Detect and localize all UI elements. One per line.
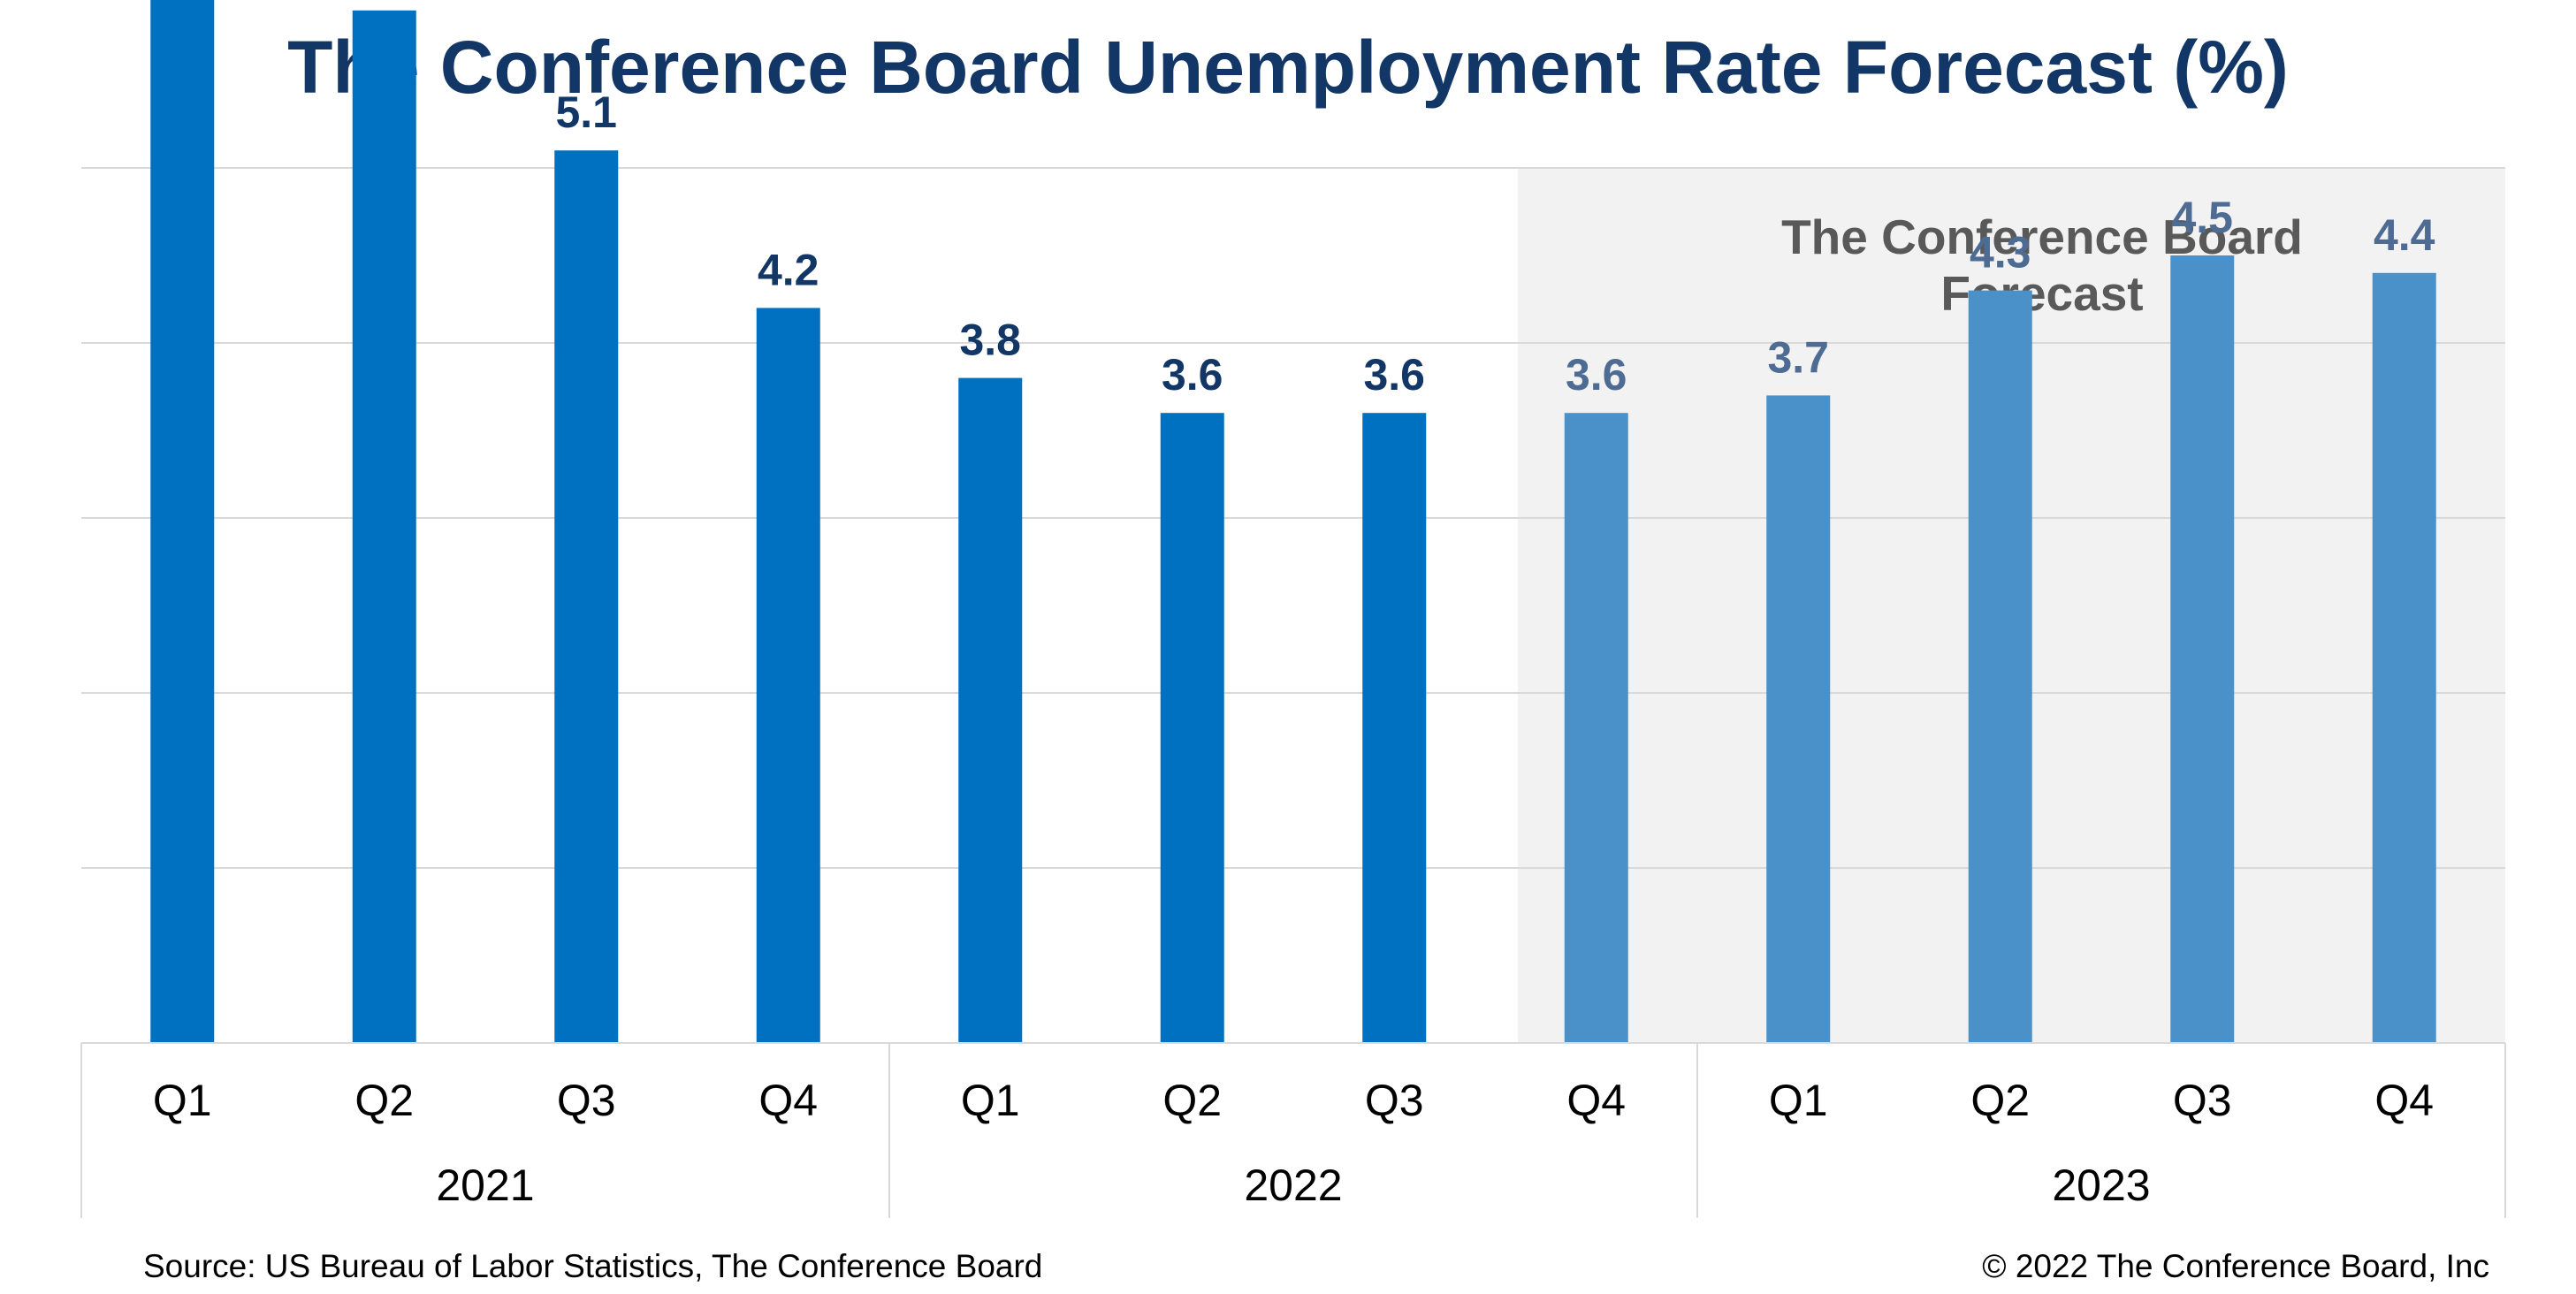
bar xyxy=(1766,395,1831,1043)
year-label: 2023 xyxy=(2052,1161,2150,1210)
forecast-region-label: The Conference Board xyxy=(1781,209,2303,264)
x-tick-label: Q3 xyxy=(2173,1076,2232,1125)
chart-title: The Conference Board Unemployment Rate F… xyxy=(287,26,2289,109)
data-label: 3.6 xyxy=(1363,350,1425,400)
x-tick-label: Q1 xyxy=(153,1076,212,1125)
bar xyxy=(352,10,416,1043)
x-tick-label: Q3 xyxy=(557,1076,616,1125)
bars xyxy=(150,0,2436,1044)
year-label: 2021 xyxy=(436,1161,534,1210)
x-tick-label: Q1 xyxy=(961,1076,1020,1125)
data-label: 3.8 xyxy=(959,316,1021,365)
bar xyxy=(2170,255,2235,1043)
bar xyxy=(958,377,1023,1044)
data-label: 4.5 xyxy=(2171,193,2233,242)
bar xyxy=(150,0,215,1043)
bar xyxy=(554,150,619,1043)
data-label: 3.7 xyxy=(1767,332,1829,382)
bar xyxy=(1160,413,1224,1043)
x-tick-label: Q4 xyxy=(2374,1076,2434,1125)
data-label: 4.3 xyxy=(1970,228,2031,278)
year-label: 2022 xyxy=(1244,1161,1342,1210)
data-label: 3.6 xyxy=(1566,350,1627,400)
bar xyxy=(1362,413,1427,1043)
bar xyxy=(2372,272,2436,1043)
data-label: 5.1 xyxy=(555,88,617,137)
x-tick-label: Q3 xyxy=(1365,1076,1424,1125)
data-labels: 6.25.95.14.23.83.63.63.63.74.34.54.4 xyxy=(555,88,2435,400)
gridlines xyxy=(81,167,2505,869)
x-tick-label: Q2 xyxy=(1970,1076,2030,1125)
x-tick-label: Q4 xyxy=(1566,1076,1626,1125)
data-label: 3.6 xyxy=(1162,350,1223,400)
x-tick-label: Q1 xyxy=(1769,1076,1828,1125)
x-tick-label: Q4 xyxy=(758,1076,818,1125)
bar xyxy=(756,308,820,1043)
x-tick-label: Q2 xyxy=(1162,1076,1222,1125)
copyright-note: © 2022 The Conference Board, Inc xyxy=(1982,1248,2489,1284)
source-note: Source: US Bureau of Labor Statistics, T… xyxy=(143,1248,1043,1284)
bar xyxy=(1968,290,2032,1044)
x-tick-label: Q2 xyxy=(354,1076,414,1125)
data-label: 4.4 xyxy=(2374,210,2435,260)
category-axis: Q1 Q2 Q3 Q4 Q1 Q2 Q3 Q4 Q1 Q2 Q3 Q4 2021 2022 2023 xyxy=(80,1042,2506,1218)
bar xyxy=(1564,413,1628,1043)
data-label: 4.2 xyxy=(758,245,819,294)
